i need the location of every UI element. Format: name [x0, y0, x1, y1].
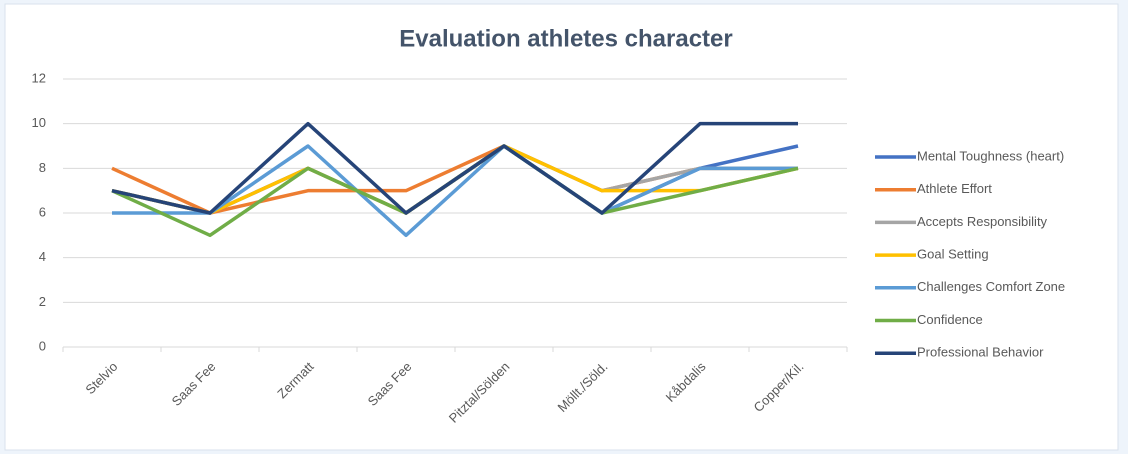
y-tick-label: 8: [39, 160, 46, 175]
series-line: [112, 144, 798, 238]
legend-label: Professional Behavior: [917, 345, 1044, 360]
chart-title: Evaluation athletes character: [399, 25, 732, 52]
legend-label: Mental Toughness (heart): [917, 148, 1064, 163]
legend-label: Confidence: [917, 312, 983, 327]
legend-label: Challenges Comfort Zone: [917, 279, 1065, 294]
y-tick-label: 6: [39, 204, 46, 219]
legend-label: Accepts Responsibility: [917, 214, 1048, 229]
y-tick-label: 4: [39, 249, 46, 264]
y-tick-label: 0: [39, 338, 46, 353]
y-tick-label: 2: [39, 294, 46, 309]
y-tick-label: 12: [32, 70, 46, 85]
y-tick-label: 10: [32, 115, 46, 130]
legend-label: Goal Setting: [917, 247, 989, 262]
series-line: [111, 121, 798, 215]
legend-label: Athlete Effort: [917, 181, 992, 196]
